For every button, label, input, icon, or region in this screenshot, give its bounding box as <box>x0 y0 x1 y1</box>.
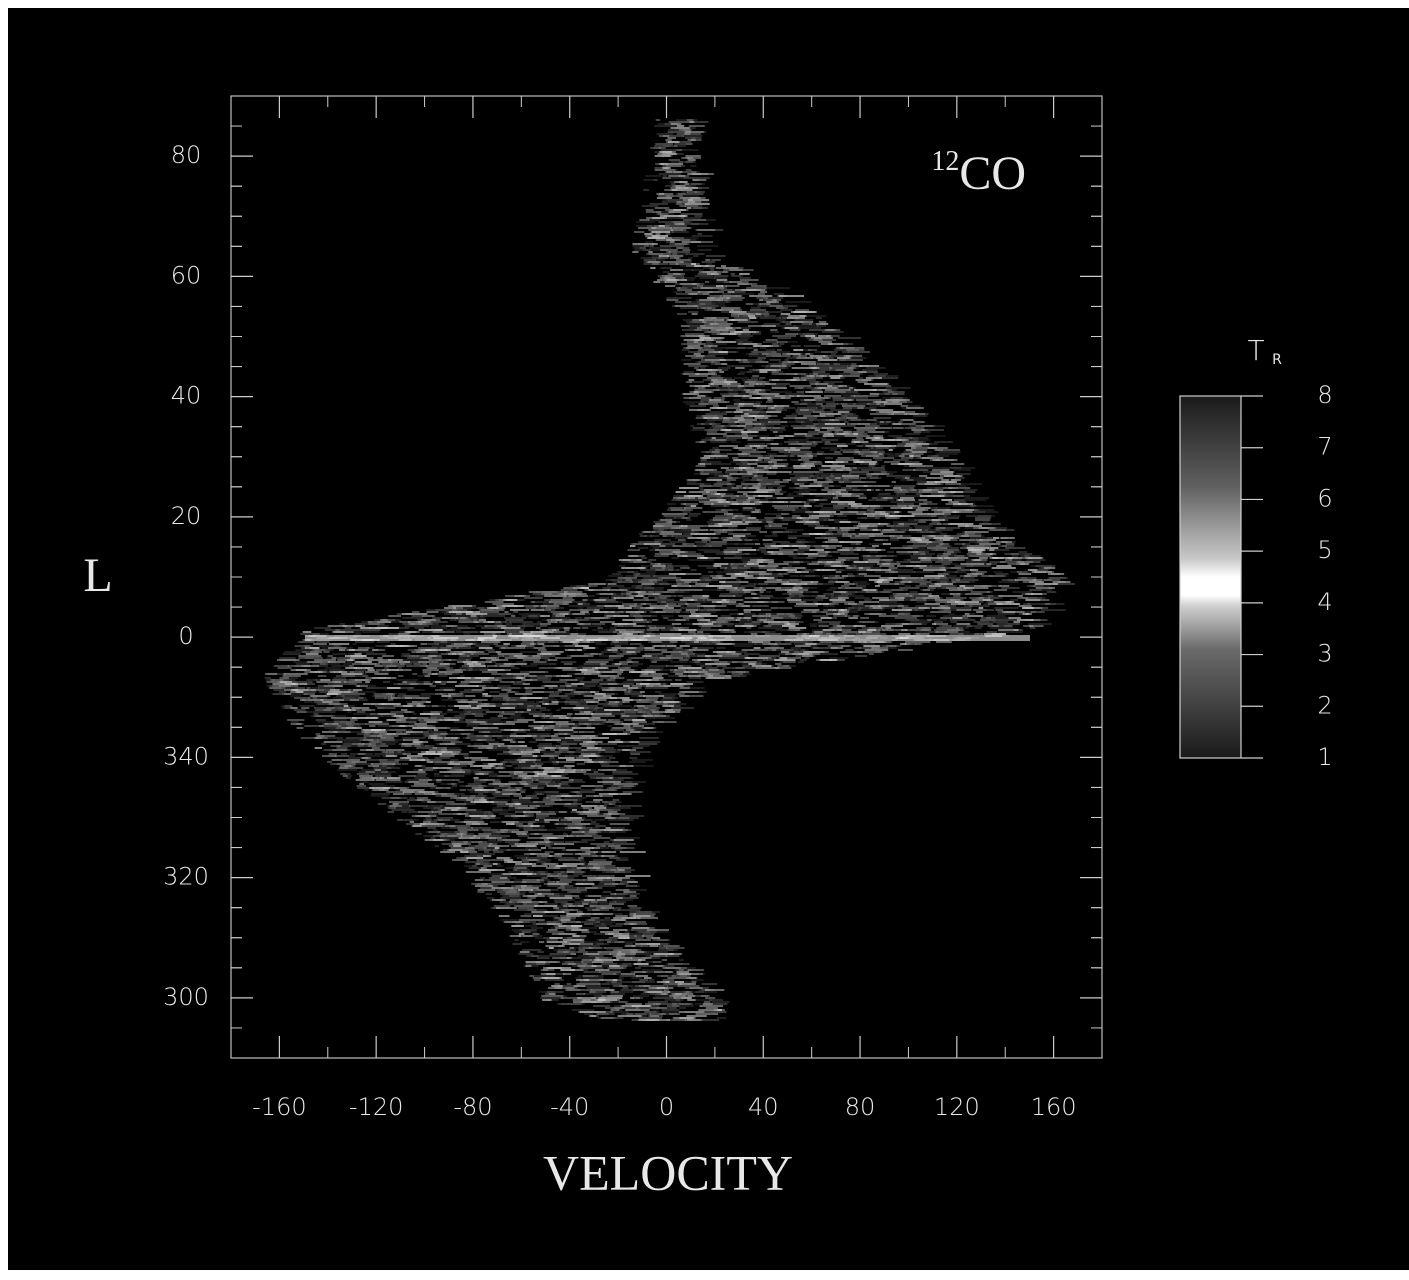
chart: L VELOCITY 12CO T R -160-120-80-40040801… <box>0 0 1409 1280</box>
